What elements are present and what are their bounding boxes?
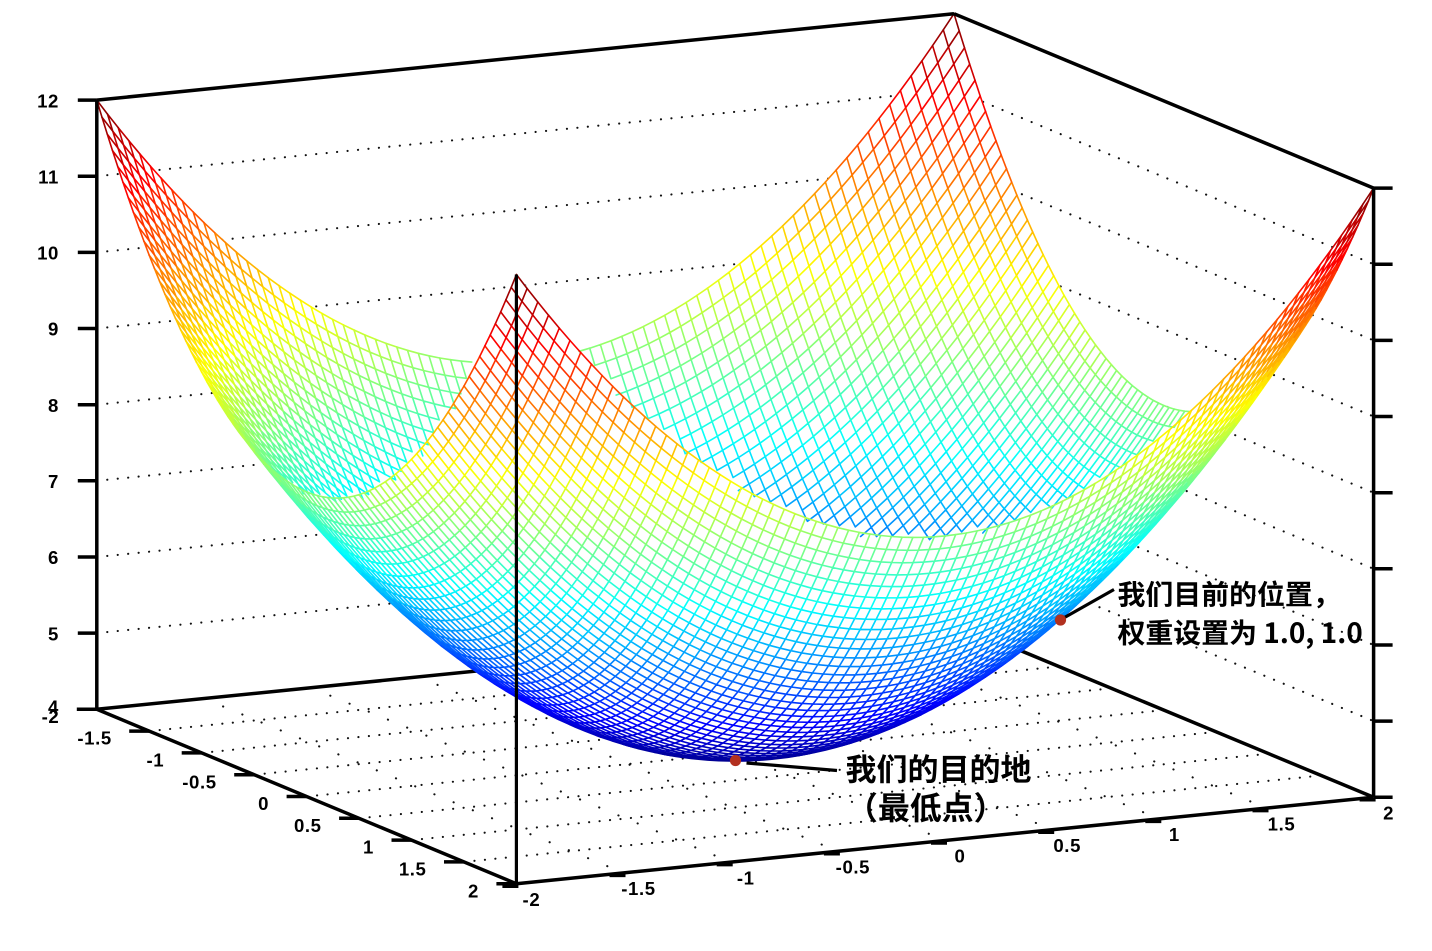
svg-text:0: 0 [955, 846, 966, 867]
svg-text:-0.5: -0.5 [182, 771, 216, 792]
svg-text:-0.5: -0.5 [836, 857, 870, 878]
svg-text:1.5: 1.5 [399, 859, 427, 880]
svg-text:-1: -1 [737, 867, 755, 888]
svg-text:2: 2 [1383, 803, 1394, 824]
svg-text:1: 1 [363, 837, 374, 858]
svg-text:-2: -2 [42, 706, 60, 727]
svg-text:11: 11 [38, 166, 59, 187]
svg-text:1: 1 [1169, 824, 1180, 845]
svg-text:2: 2 [468, 880, 479, 901]
svg-text:8: 8 [48, 395, 59, 416]
svg-text:5: 5 [48, 623, 59, 644]
svg-text:12: 12 [37, 90, 59, 111]
svg-text:-1.5: -1.5 [77, 728, 111, 749]
svg-text:-1.5: -1.5 [621, 878, 655, 899]
svg-text:0: 0 [258, 793, 269, 814]
svg-text:6: 6 [48, 547, 59, 568]
svg-text:9: 9 [48, 319, 59, 340]
svg-text:4: 4 [48, 697, 59, 718]
svg-text:1.5: 1.5 [1268, 813, 1296, 834]
svg-text:0.5: 0.5 [1053, 835, 1081, 856]
svg-text:0.5: 0.5 [294, 815, 322, 836]
svg-text:-2: -2 [523, 889, 541, 910]
svg-text:7: 7 [48, 471, 59, 492]
svg-text:10: 10 [37, 243, 59, 264]
svg-text:-1: -1 [146, 750, 164, 771]
